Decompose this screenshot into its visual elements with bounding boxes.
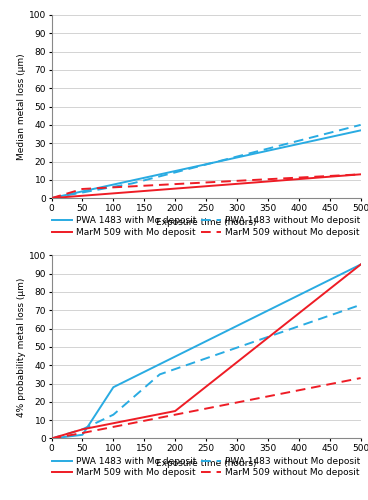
Y-axis label: Median metal loss (µm): Median metal loss (µm) — [17, 54, 26, 160]
Legend: PWA 1483 with Mo deposit, MarM 509 with Mo deposit, PWA 1483 without Mo deposit,: PWA 1483 with Mo deposit, MarM 509 with … — [52, 216, 360, 237]
Legend: PWA 1483 with Mo deposit, MarM 509 with Mo deposit, PWA 1483 without Mo deposit,: PWA 1483 with Mo deposit, MarM 509 with … — [52, 457, 360, 477]
Y-axis label: 4% probability metal loss (µm): 4% probability metal loss (µm) — [17, 277, 26, 416]
X-axis label: Exposure time (hours): Exposure time (hours) — [156, 458, 256, 468]
X-axis label: Exposure time (hours): Exposure time (hours) — [156, 218, 256, 227]
